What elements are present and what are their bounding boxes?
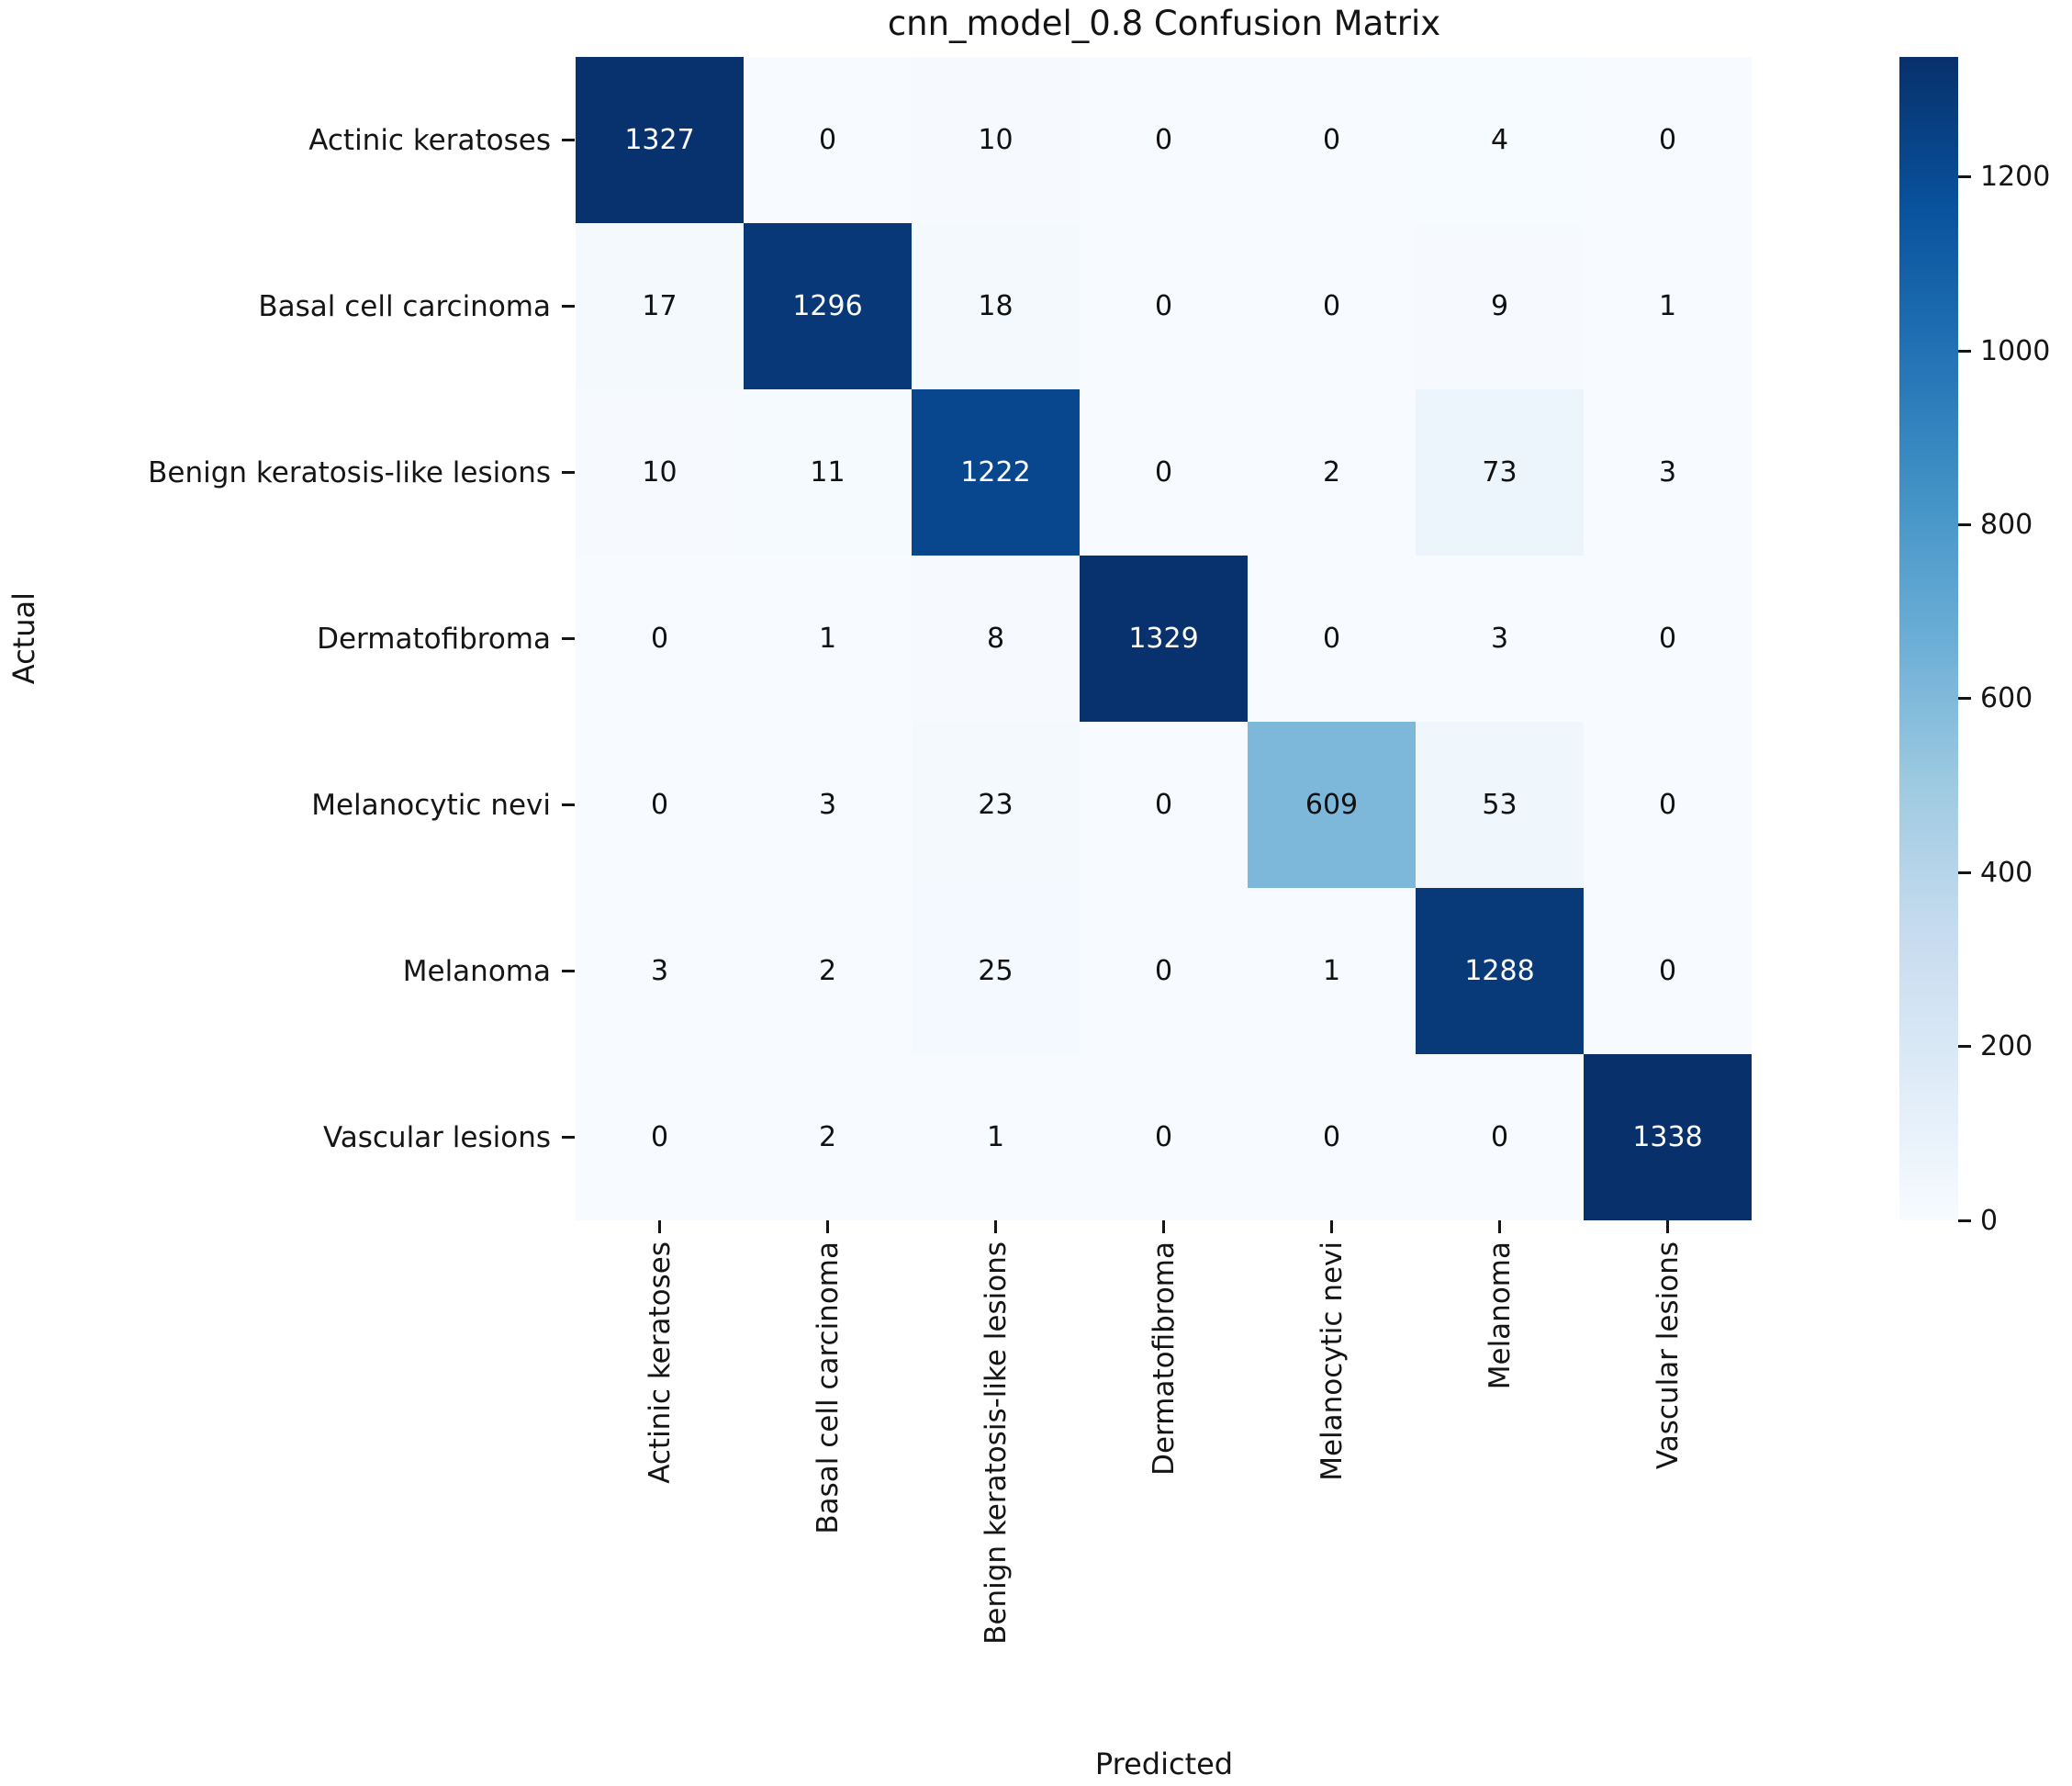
heatmap-cell: 1338 — [1584, 1054, 1752, 1220]
heatmap-cell: 3 — [576, 888, 744, 1054]
heatmap-cell: 3 — [1416, 556, 1584, 722]
y-tick-mark — [562, 471, 575, 474]
heatmap-cell: 0 — [576, 722, 744, 888]
heatmap-cell: 609 — [1248, 722, 1416, 888]
x-tick-mark — [1498, 1220, 1501, 1233]
heatmap-cell: 0 — [1080, 223, 1248, 389]
x-tick-label: Melanoma — [1483, 1241, 1517, 1390]
x-tick-label: Vascular lesions — [1651, 1241, 1685, 1470]
colorbar-tick-label: 1000 — [1980, 334, 2051, 367]
x-tick-mark — [1666, 1220, 1669, 1233]
colorbar-tick-mark — [1958, 871, 1971, 874]
heatmap-cell: 1 — [912, 1054, 1080, 1220]
colorbar-tick-mark — [1958, 175, 1971, 179]
heatmap-cell: 0 — [744, 57, 912, 223]
colorbar-tick-label: 200 — [1980, 1030, 2033, 1063]
y-tick-mark — [562, 1136, 575, 1139]
heatmap-cell: 0 — [576, 556, 744, 722]
heatmap-cell: 25 — [912, 888, 1080, 1054]
heatmap-cell: 4 — [1416, 57, 1584, 223]
heatmap-cell: 1288 — [1416, 888, 1584, 1054]
heatmap-cell: 10 — [912, 57, 1080, 223]
heatmap-cell: 1327 — [576, 57, 744, 223]
heatmap-cell: 2 — [744, 1054, 912, 1220]
colorbar-tick-label: 0 — [1980, 1204, 1999, 1237]
heatmap-cell: 0 — [1248, 223, 1416, 389]
heatmap-cell: 0 — [1248, 556, 1416, 722]
x-tick-label: Basal cell carcinoma — [811, 1241, 845, 1534]
y-tick-label: Basal cell carcinoma — [258, 289, 551, 323]
heatmap-cell: 0 — [1584, 57, 1752, 223]
heatmap-cell: 0 — [1248, 57, 1416, 223]
heatmap-cell: 0 — [1080, 389, 1248, 556]
heatmap-cell: 0 — [1584, 722, 1752, 888]
heatmap-cell: 0 — [1080, 722, 1248, 888]
colorbar-tick-label: 600 — [1980, 682, 2033, 715]
colorbar-tick-mark — [1958, 697, 1971, 701]
heatmap-cell: 0 — [1584, 888, 1752, 1054]
heatmap-cell: 9 — [1416, 223, 1584, 389]
heatmap-cell: 0 — [1248, 1054, 1416, 1220]
heatmap-cell: 3 — [744, 722, 912, 888]
heatmap-cell: 1296 — [744, 223, 912, 389]
x-tick-label: Benign keratosis-like lesions — [979, 1241, 1013, 1645]
y-tick-label: Melanocytic nevi — [311, 788, 551, 822]
x-tick-mark — [658, 1220, 661, 1233]
chart-title: cnn_model_0.8 Confusion Matrix — [887, 4, 1441, 43]
y-tick-mark — [562, 803, 575, 806]
x-tick-label: Dermatofibroma — [1147, 1241, 1181, 1476]
heatmap-cell: 2 — [744, 888, 912, 1054]
y-axis-title: Actual — [4, 500, 44, 776]
x-tick-mark — [1330, 1220, 1333, 1233]
colorbar-tick-mark — [1958, 1219, 1971, 1222]
heatmap-cell: 1 — [744, 556, 912, 722]
colorbar-tick-label: 400 — [1980, 856, 2033, 889]
heatmap-cell: 3 — [1584, 389, 1752, 556]
x-tick-mark — [994, 1220, 997, 1233]
heatmap-cell: 1 — [1248, 888, 1416, 1054]
x-tick-label: Melanocytic nevi — [1315, 1241, 1349, 1481]
heatmap-cell: 17 — [576, 223, 744, 389]
colorbar-tick-mark — [1958, 349, 1971, 353]
heatmap-cell: 0 — [1080, 1054, 1248, 1220]
y-tick-mark — [562, 305, 575, 308]
heatmap-cell: 11 — [744, 389, 912, 556]
y-tick-label: Vascular lesions — [322, 1120, 551, 1154]
heatmap-cell: 18 — [912, 223, 1080, 389]
heatmap-cell: 1329 — [1080, 556, 1248, 722]
x-axis-title: Predicted — [1094, 1747, 1234, 1781]
y-tick-label: Melanoma — [402, 954, 551, 988]
y-tick-mark — [562, 637, 575, 640]
colorbar-tick-mark — [1958, 1045, 1971, 1049]
colorbar-tick-label: 1200 — [1980, 161, 2051, 194]
heatmap-cell: 10 — [576, 389, 744, 556]
y-tick-label: Dermatofibroma — [317, 622, 551, 656]
heatmap-cell: 23 — [912, 722, 1080, 888]
heatmap-grid: 1327 0 10 0 0 4 0 17 1296 18 0 0 9 1 10 11 1222 0 2 73 3 0 1 8 1… — [576, 57, 1752, 1220]
x-tick-mark — [1162, 1220, 1165, 1233]
x-tick-label: Actinic keratoses — [643, 1241, 677, 1484]
colorbar — [1899, 57, 1958, 1220]
y-tick-label: Benign keratosis-like lesions — [148, 455, 551, 489]
heatmap-cell: 0 — [1584, 556, 1752, 722]
heatmap-cell: 0 — [1416, 1054, 1584, 1220]
heatmap-cell: 1 — [1584, 223, 1752, 389]
y-tick-mark — [562, 970, 575, 972]
y-axis-title-text: Actual — [6, 591, 41, 685]
heatmap-cell: 0 — [1080, 57, 1248, 223]
colorbar-tick-label: 800 — [1980, 508, 2033, 541]
x-tick-mark — [826, 1220, 829, 1233]
heatmap-cell: 8 — [912, 556, 1080, 722]
colorbar-tick-mark — [1958, 522, 1971, 526]
y-tick-mark — [562, 139, 575, 141]
y-tick-label: Actinic keratoses — [308, 123, 551, 157]
heatmap-cell: 53 — [1416, 722, 1584, 888]
heatmap-cell: 0 — [1080, 888, 1248, 1054]
heatmap-cell: 73 — [1416, 389, 1584, 556]
heatmap-cell: 0 — [576, 1054, 744, 1220]
heatmap-cell: 2 — [1248, 389, 1416, 556]
heatmap-cell: 1222 — [912, 389, 1080, 556]
